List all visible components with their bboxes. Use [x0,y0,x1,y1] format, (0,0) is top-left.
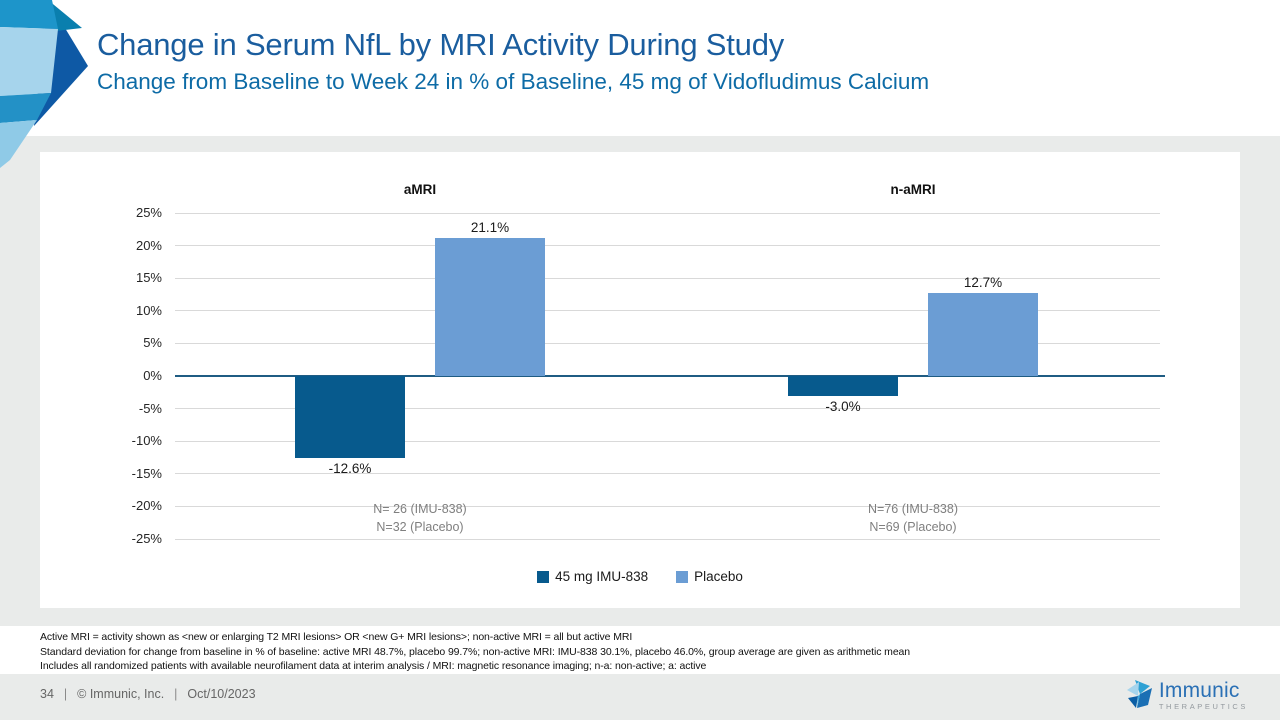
group-header-n-aMRI: n-aMRI [890,182,936,197]
footer: 34 | © Immunic, Inc. | Oct/10/2023 Immun… [0,674,1280,720]
immunic-gem-icon-small [1126,680,1152,708]
group-note: N=76 (IMU-838) [868,502,958,516]
gridline [175,342,1160,344]
footer-separator: | [174,687,178,701]
copyright: © Immunic, Inc. [77,687,165,701]
gridline [175,408,1160,410]
slide-header: Change in Serum NfL by MRI Activity Duri… [97,26,929,97]
legend-label-placebo: Placebo [694,569,743,584]
gridline [175,440,1160,442]
bar-45-mg-imu-838-aMRI [295,376,405,459]
gridline [175,245,1160,247]
legend-item-imu838: 45 mg IMU-838 [537,569,648,584]
brand-name: Immunic [1158,678,1240,702]
y-axis-tick-label: 25% [135,205,162,220]
footer-meta: 34 | © Immunic, Inc. | Oct/10/2023 [40,687,256,701]
y-axis-tick-label: 20% [135,237,162,253]
y-axis-tick-label: -10% [131,433,162,449]
legend-swatch-imu838 [537,570,550,583]
footnotes: Active MRI = activity shown as <new or e… [0,626,1280,674]
chart-legend: 45 mg IMU-838 Placebo [40,569,1240,584]
legend-item-placebo: Placebo [676,569,743,584]
page-title: Change in Serum NfL by MRI Activity Duri… [97,27,785,62]
y-axis-tick-label: -25% [131,531,162,546]
group-note: N=32 (Placebo) [376,520,464,534]
gridline [175,212,1160,214]
footnote-line-2: Standard deviation for change from basel… [40,645,911,658]
bar-placebo-aMRI [435,238,545,376]
immunic-logo: Immunic THERAPEUTICS [1126,679,1248,711]
bar-placebo-n-aMRI [928,293,1038,376]
group-header-aMRI: aMRI [403,182,437,197]
value-label: -12.6% [328,461,372,477]
gridline [175,310,1160,312]
footnote-line-3: Includes all randomized patients with av… [40,660,707,672]
zero-axis-line [175,375,1165,377]
y-axis-tick-label: 15% [135,270,162,286]
immunic-gem-icon [0,0,88,168]
bar-45-mg-imu-838-n-aMRI [788,376,898,396]
gridline [175,538,1160,540]
value-label: -3.0% [825,398,861,414]
page-subtitle: Change from Baseline to Week 24 in % of … [97,69,930,94]
gridline [175,473,1160,475]
y-axis-tick-label: 5% [143,335,162,351]
value-label: 21.1% [470,220,510,236]
group-note: N=69 (Placebo) [869,520,957,534]
gridline [175,505,1160,507]
group-note: N= 26 (IMU-838) [373,502,467,516]
y-axis-tick-label: 10% [135,302,162,318]
page-number: 34 [40,687,54,701]
chart-panel: 45 mg IMU-838 Placebo 25% 20% 15% 10% 5% 0% -5… [40,152,1240,608]
y-axis-tick-label: -5% [138,400,162,416]
gridline [175,277,1160,279]
brand-text: Immunic THERAPEUTICS [1159,680,1248,711]
y-axis-tick-label: 0% [143,368,162,383]
footer-separator: | [63,687,68,701]
footer-date: Oct/10/2023 [187,687,256,701]
brand-subtitle: THERAPEUTICS [1158,701,1248,711]
y-axis-tick-label: -20% [131,498,162,514]
y-axis-tick-label: -15% [131,465,162,481]
footnote-line-1: Active MRI = activity shown as <new or e… [40,631,633,643]
legend-swatch-placebo [676,570,689,583]
legend-label-imu838: 45 mg IMU-838 [555,569,649,584]
value-label: 12.7% [963,275,1003,291]
